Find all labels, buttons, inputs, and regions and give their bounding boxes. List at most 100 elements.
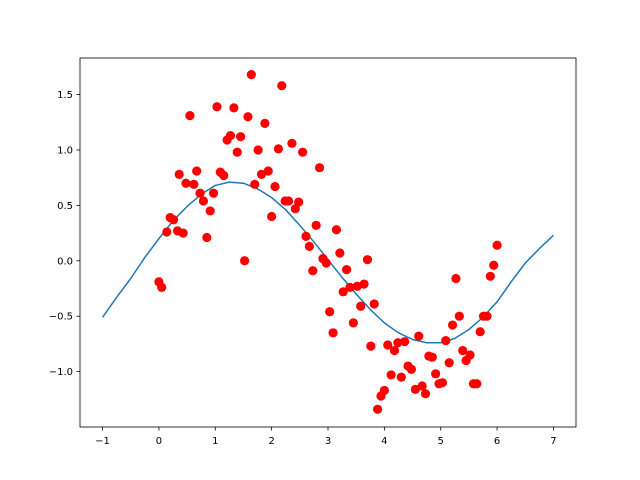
- scatter-point: [246, 70, 256, 80]
- scatter-point: [369, 299, 379, 309]
- scatter-point: [348, 318, 358, 328]
- x-tick-label: 2: [268, 436, 274, 447]
- scatter-point: [475, 327, 485, 337]
- x-tick-label: 1: [212, 436, 218, 447]
- x-tick-label: 0: [156, 436, 162, 447]
- scatter-point: [277, 81, 287, 91]
- x-tick-label: 6: [494, 436, 500, 447]
- scatter-point: [325, 307, 335, 317]
- scatter-point: [232, 147, 242, 157]
- scatter-point: [239, 256, 250, 266]
- scatter-point: [236, 132, 246, 142]
- scatter-point: [208, 188, 219, 198]
- scatter-point: [314, 163, 325, 173]
- scatter-point: [162, 227, 172, 237]
- scatter-point: [202, 232, 212, 243]
- scatter-point: [386, 370, 396, 380]
- scatter-point: [366, 341, 376, 351]
- scatter-point: [437, 378, 448, 388]
- scatter-point: [205, 206, 215, 216]
- scatter-point: [195, 188, 205, 198]
- scatter-point: [359, 279, 369, 289]
- scatter-point: [267, 211, 277, 222]
- scatter-point: [362, 255, 373, 265]
- scatter-points-layer: [154, 70, 502, 414]
- x-axis: −1 0 1 2 3 4 5 6 7: [95, 427, 557, 447]
- scatter-point: [472, 379, 482, 389]
- scatter-point: [189, 179, 199, 189]
- scatter-point: [263, 166, 273, 176]
- scatter-point: [458, 345, 468, 356]
- scatter-point: [444, 358, 454, 368]
- scatter-point: [304, 241, 314, 251]
- scatter-point: [174, 169, 184, 179]
- scatter-point: [185, 111, 195, 121]
- x-tick-label: 7: [550, 436, 556, 447]
- x-tick-label: 3: [325, 436, 331, 447]
- scatter-point: [379, 385, 389, 396]
- scatter-point: [294, 197, 304, 207]
- scatter-point: [301, 231, 311, 242]
- scatter-point: [283, 196, 294, 206]
- x-tick-label: −1: [95, 436, 110, 447]
- plot-area: [80, 58, 576, 427]
- scatter-point: [356, 301, 366, 311]
- scatter-point: [250, 179, 260, 189]
- scatter-point: [451, 273, 461, 284]
- scatter-point: [396, 372, 406, 382]
- scatter-point: [389, 345, 400, 356]
- scatter-point: [406, 364, 417, 374]
- scatter-point: [298, 147, 308, 157]
- y-tick-label: 1.5: [57, 90, 73, 101]
- scatter-point: [373, 404, 383, 414]
- scatter-point: [212, 102, 222, 112]
- scatter-point: [465, 350, 475, 360]
- scatter-point: [485, 271, 495, 281]
- scatter-point: [482, 311, 492, 321]
- scatter-point: [192, 166, 202, 176]
- scatter-point: [168, 215, 179, 225]
- scatter-point: [229, 103, 239, 113]
- scatter-point: [454, 311, 464, 321]
- scatter-point: [420, 389, 431, 399]
- scatter-point: [321, 258, 331, 268]
- scatter-point: [225, 130, 236, 141]
- scatter-point: [441, 335, 451, 346]
- scatter-point: [243, 112, 253, 122]
- scatter-point: [431, 369, 441, 379]
- scatter-point: [414, 331, 424, 341]
- scatter-point: [489, 260, 499, 270]
- scatter-point: [178, 228, 188, 238]
- scatter-point: [181, 178, 191, 188]
- scatter-point: [383, 340, 393, 350]
- scatter-point: [287, 138, 297, 148]
- scatter-point: [253, 145, 263, 155]
- y-tick-label: 0.5: [57, 201, 73, 212]
- scatter-point: [331, 225, 342, 235]
- scatter-point: [447, 320, 458, 330]
- y-tick-label: 1.0: [57, 145, 73, 156]
- scatter-point: [417, 381, 427, 391]
- scatter-point: [273, 144, 283, 154]
- scatter-point: [393, 338, 403, 348]
- scatter-point: [311, 220, 321, 230]
- scatter-point: [260, 118, 270, 128]
- scatter-point: [492, 240, 502, 250]
- scatter-point: [308, 266, 318, 276]
- scatter-point: [198, 196, 209, 206]
- scatter-point: [335, 248, 345, 258]
- scatter-point: [342, 265, 352, 275]
- y-axis: −1.0 −0.5 0.0 0.5 1.0 1.5: [49, 90, 80, 378]
- x-tick-label: 5: [438, 436, 444, 447]
- scatter-point: [219, 170, 229, 181]
- y-tick-label: −0.5: [49, 312, 73, 323]
- x-tick-label: 4: [381, 436, 387, 447]
- scatter-point: [157, 282, 167, 292]
- scatter-point: [345, 282, 355, 292]
- scatter-point: [270, 181, 280, 192]
- scatter-point: [328, 328, 338, 338]
- scatter-point: [400, 337, 410, 347]
- y-tick-label: −1.0: [49, 367, 73, 378]
- y-tick-label: 0.0: [57, 256, 73, 267]
